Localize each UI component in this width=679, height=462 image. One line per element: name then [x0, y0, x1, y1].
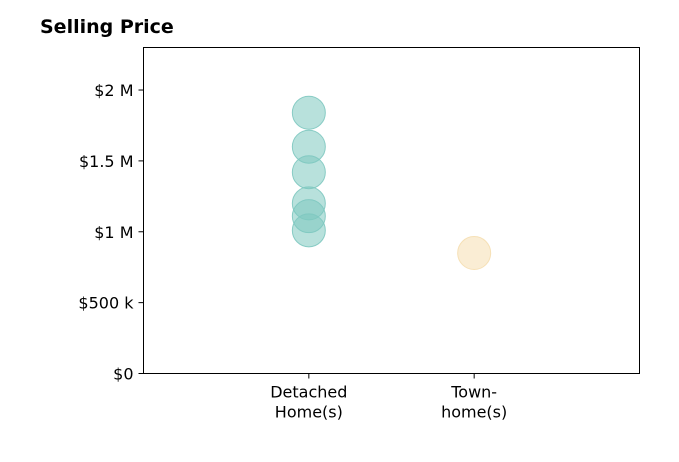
- data-point: [291, 95, 326, 130]
- data-point: [291, 213, 326, 248]
- y-tick-label: $1 M: [94, 223, 133, 242]
- y-tick-label: $500 k: [78, 294, 134, 313]
- x-tick-label: Home(s): [275, 403, 343, 422]
- x-tick-label: Town-: [450, 383, 497, 402]
- data-points: [291, 95, 492, 271]
- y-tick-label: $0: [113, 365, 133, 384]
- x-tick-label: Detached: [270, 383, 347, 402]
- data-point: [457, 236, 492, 271]
- y-axis: $0 $500 k $1 M $1.5 M $2 M: [78, 81, 144, 384]
- plot-frame: [143, 47, 640, 374]
- x-tick-label: home(s): [441, 403, 507, 422]
- chart-title: Selling Price: [40, 16, 174, 38]
- y-tick-label: $1.5 M: [79, 152, 134, 171]
- data-point: [291, 155, 326, 190]
- y-tick-label: $2 M: [94, 81, 133, 100]
